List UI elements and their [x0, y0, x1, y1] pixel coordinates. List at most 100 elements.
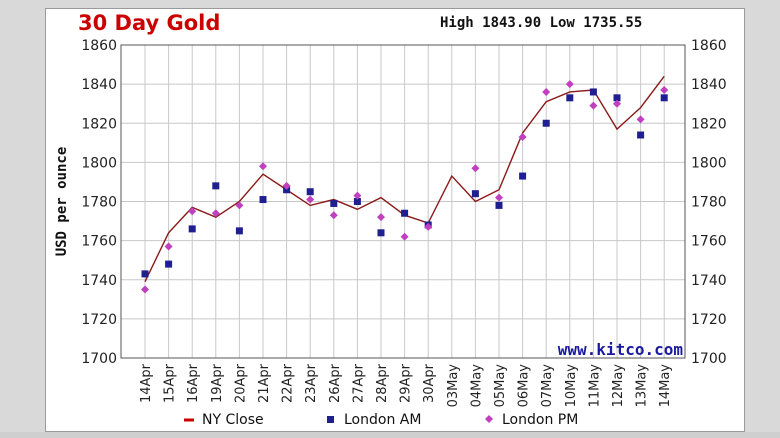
x-tick-label: 28Apr: [375, 363, 390, 403]
y-tick-label: 1860: [691, 38, 727, 54]
x-tick-label: 23Apr: [304, 363, 319, 403]
x-tick-label: 10May: [564, 364, 579, 408]
legend-marker-london-am: [327, 416, 334, 423]
london-pm-point: [424, 222, 433, 231]
london-am-point: [330, 199, 338, 207]
x-axis: 14Apr 15Apr 16Apr 19Apr 20Apr 21Apr 22Apr 23Apr…: [139, 363, 673, 407]
y-tick-label: 1700: [81, 351, 117, 367]
x-tick-label: 12May: [611, 364, 626, 408]
x-tick-label: 26Apr: [328, 363, 343, 403]
london-pm-point: [164, 242, 173, 251]
london-pm-point: [565, 80, 574, 89]
chart-title: 30 Day Gold: [78, 11, 221, 35]
x-tick-label: 06May: [517, 364, 532, 408]
legend-label: London PM: [502, 412, 578, 428]
london-am-point: [165, 260, 173, 268]
y-tick-label: 1780: [691, 195, 727, 211]
london-am-point: [235, 227, 243, 235]
london-am-point: [589, 88, 597, 96]
x-tick-label: 11May: [587, 364, 602, 408]
bottom-edge: [0, 432, 780, 438]
london-pm-point: [400, 232, 409, 241]
y-tick-label: 1860: [81, 38, 117, 54]
x-tick-label: 15Apr: [163, 363, 178, 403]
y-tick-label: 1720: [81, 312, 117, 328]
london-pm-point: [306, 195, 315, 204]
london-am-point: [637, 131, 645, 139]
x-tick-label: 27Apr: [351, 363, 366, 403]
london-pm-point: [211, 209, 220, 218]
london-pm-point: [636, 115, 645, 124]
y-tick-label: 1700: [691, 351, 727, 367]
y-tick-label: 1800: [691, 155, 727, 171]
london-am-point: [613, 94, 621, 102]
london-am-point: [259, 196, 267, 204]
x-tick-label: 22Apr: [281, 363, 296, 403]
london-am-point: [212, 182, 220, 190]
london-pm-point: [188, 207, 197, 216]
x-tick-label: 07May: [540, 364, 555, 408]
y-tick-label: 1740: [81, 273, 117, 289]
y-tick-label: 1820: [81, 116, 117, 132]
legend-label: NY Close: [202, 412, 264, 428]
london-am-point: [495, 201, 503, 209]
london-am-point: [542, 119, 550, 127]
x-tick-label: 19Apr: [210, 363, 225, 403]
x-tick-label: 30Apr: [422, 363, 437, 403]
london-pm-point: [613, 99, 621, 108]
x-tick-label: 04May: [469, 364, 484, 408]
y-axis-label: USD per ounce: [54, 147, 70, 257]
y-tick-label: 1780: [81, 195, 117, 211]
london-am-point: [353, 198, 361, 205]
x-tick-label: 14May: [658, 364, 673, 408]
london-pm-point: [329, 211, 338, 220]
legend-marker-london-pm: [485, 415, 493, 423]
y-tick-label: 1800: [81, 155, 117, 171]
x-tick-label: 13May: [635, 364, 650, 408]
chart-frame: [45, 8, 745, 432]
y-tick-label: 1840: [691, 77, 727, 93]
london-pm-point: [542, 87, 551, 96]
high-low-readout: High 1843.90 Low 1735.55: [440, 15, 643, 31]
london-pm-point: [471, 164, 480, 173]
x-tick-label: 03May: [446, 364, 461, 408]
london-pm-point: [660, 85, 669, 94]
london-pm-point: [589, 101, 598, 110]
london-pm-point: [518, 132, 527, 141]
london-am-point: [660, 94, 668, 102]
london-pm-point: [282, 181, 291, 190]
london-am-point: [566, 94, 574, 102]
x-tick-label: 21Apr: [257, 363, 272, 403]
london-am-point: [401, 209, 409, 217]
y-axis-left: 1700 1720 1740 1760 1780 1800 1820 1840 1860: [81, 38, 117, 367]
x-tick-label: 14Apr: [139, 363, 154, 403]
y-tick-label: 1760: [691, 234, 727, 250]
series: [141, 75, 669, 294]
london-pm-point: [353, 191, 362, 200]
london-am-point: [188, 225, 196, 233]
x-tick-label: 16Apr: [186, 363, 201, 403]
watermark: www.kitco.com: [558, 340, 684, 359]
london-am-point: [519, 172, 527, 180]
y-tick-label: 1720: [691, 312, 727, 328]
london-pm-point: [377, 213, 385, 222]
london-am-point: [377, 229, 385, 237]
x-tick-label: 05May: [493, 364, 508, 408]
x-tick-label: 20Apr: [233, 363, 248, 403]
london-am-point: [471, 190, 479, 198]
y-axis-right: 1700 1720 1740 1760 1780 1800 1820 1840 1860: [691, 38, 727, 367]
grid: [121, 44, 685, 359]
london-pm-point: [235, 201, 244, 210]
london-am-point: [306, 188, 314, 196]
y-tick-label: 1760: [81, 234, 117, 250]
london-pm-point: [495, 193, 503, 202]
y-tick-label: 1840: [81, 77, 117, 93]
london-pm-point: [259, 162, 267, 171]
y-tick-label: 1740: [691, 273, 727, 289]
plot-area: [120, 44, 686, 359]
london-pm-point: [141, 285, 149, 294]
x-tick-label: 29Apr: [399, 363, 414, 403]
legend-label: London AM: [344, 412, 421, 428]
legend: NY Close London AM London PM: [184, 412, 578, 428]
